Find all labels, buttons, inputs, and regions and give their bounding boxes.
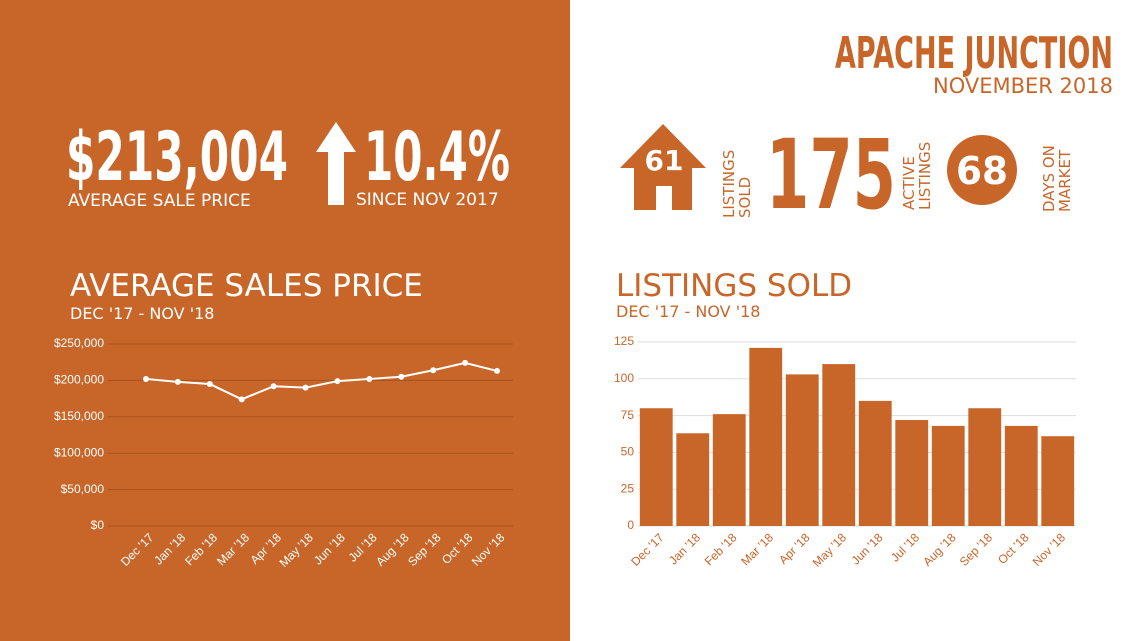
y-tick-label: 100 [614, 371, 634, 385]
y-tick-label: 125 [614, 334, 634, 348]
point [430, 367, 437, 374]
point [270, 383, 277, 390]
days-on-market-value: 68 [956, 149, 1008, 193]
chart-subtitle: DEC '17 - NOV '18 [616, 302, 760, 321]
bar [749, 347, 783, 526]
bar [712, 414, 746, 526]
point [238, 396, 245, 403]
y-tick-label: $200,000 [54, 373, 104, 387]
point [142, 375, 149, 382]
house-icon [620, 124, 706, 210]
subtitle: NOVEMBER 2018 [933, 74, 1113, 98]
bar [676, 433, 710, 526]
title: APACHE JUNCTION [835, 28, 1113, 79]
point [334, 378, 341, 385]
line [145, 361, 498, 401]
point [462, 359, 469, 366]
active-listings-label: LISTINGS [916, 142, 934, 210]
y-tick-label: 75 [621, 408, 635, 422]
point [174, 378, 181, 385]
bar [1041, 436, 1075, 526]
active-listings-label: ACTIVE [900, 156, 918, 210]
days-on-market-label: DAYS ON [1040, 145, 1058, 212]
y-tick-label: $0 [91, 518, 105, 532]
bar [931, 425, 965, 526]
price-value: $213,004 [66, 118, 288, 197]
right-panel [570, 0, 1140, 641]
y-tick-label: $50,000 [61, 482, 105, 496]
days-circle [947, 135, 1017, 205]
bar [1004, 425, 1038, 526]
chart-title: LISTINGS SOLD [616, 268, 852, 304]
y-tick-label: 50 [621, 445, 635, 459]
point [398, 373, 405, 380]
days-on-market-label: MARKET [1056, 149, 1074, 212]
change-value: 10.4% [364, 118, 510, 197]
y-tick-label: $250,000 [54, 336, 104, 350]
y-tick-label: $150,000 [54, 409, 104, 423]
bar [895, 420, 929, 526]
change-label: SINCE NOV 2017 [356, 190, 499, 210]
up-arrow [316, 122, 356, 205]
bar [968, 408, 1002, 526]
point [366, 375, 373, 382]
listings-sold-label: LISTINGS [720, 150, 738, 218]
y-tick-label: $100,000 [54, 445, 104, 459]
bar [822, 364, 856, 526]
point [494, 367, 501, 374]
active-listings-value: 175 [766, 119, 896, 231]
listings-sold-label: SOLD [736, 177, 754, 218]
y-tick-label: 0 [627, 518, 634, 532]
bar [785, 374, 819, 526]
y-tick-label: 25 [621, 481, 635, 495]
point [302, 384, 309, 391]
listings-sold-value: 61 [645, 144, 684, 177]
point [206, 381, 213, 388]
bar [858, 400, 892, 526]
chart-title: AVERAGE SALES PRICE [70, 268, 423, 304]
chart-subtitle: DEC '17 - NOV '18 [70, 304, 214, 323]
left-panel [0, 0, 570, 641]
bar [639, 408, 673, 526]
price-label: AVERAGE SALE PRICE [68, 191, 251, 211]
